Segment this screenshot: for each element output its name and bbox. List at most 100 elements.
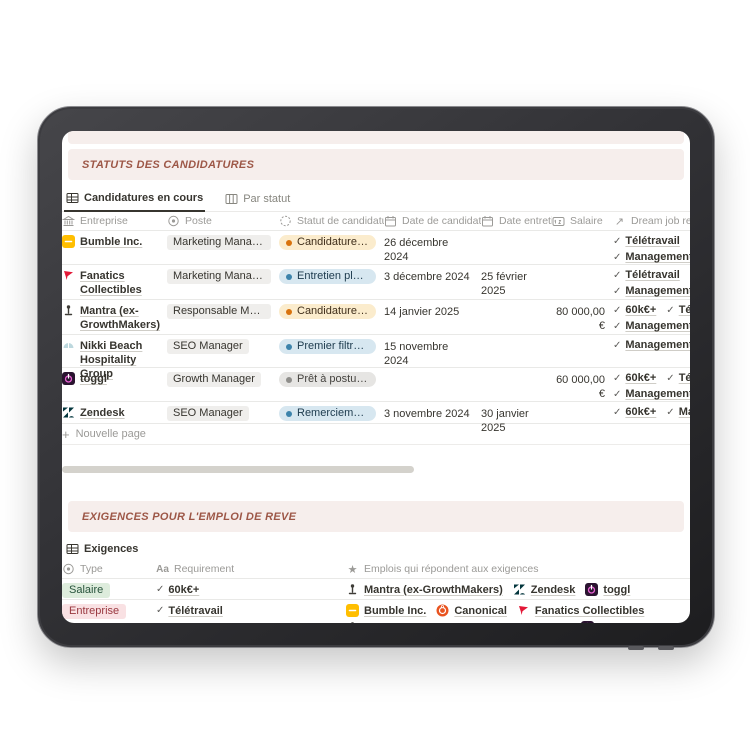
poste-cell[interactable]: Marketing Manager	[167, 269, 279, 287]
company-name[interactable]: Bumble Inc.	[80, 236, 143, 248]
company-name[interactable]: toggl	[80, 373, 107, 385]
date-candidature-cell[interactable]: 3 décembre 2024	[384, 271, 470, 283]
requirement-cell[interactable]: ✓ 60k€+	[156, 583, 200, 596]
tab-label: Par statut	[243, 193, 291, 205]
requirements-cell[interactable]: ✓ Télétravail ✓ Management	[613, 235, 690, 263]
table1-header: Entreprise Poste Statut de candidature D…	[62, 212, 690, 231]
date-entretien-cell[interactable]: 25 février 2025	[481, 271, 527, 297]
tab-label: Candidatures en cours	[84, 192, 204, 204]
notion-page: STATUTS DES CANDIDATURES Candidatures en…	[62, 131, 690, 623]
calendar-icon	[384, 215, 397, 227]
mantra-logo-icon	[346, 583, 359, 596]
column-date-candidature[interactable]: Date de candidature	[384, 215, 481, 227]
statut-cell[interactable]: Candidature envoyée	[279, 235, 384, 250]
company-name[interactable]: Fanatics Collectibles	[80, 270, 142, 296]
check-icon: ✓	[613, 372, 622, 384]
company-name[interactable]: Mantra (ex-GrowthMakers)	[80, 305, 161, 331]
section2-callout: EXIGENCES POUR L'EMPLOI DE REVE	[68, 501, 684, 532]
poste-cell[interactable]: SEO Manager	[167, 339, 279, 357]
company-name[interactable]: Zendesk	[80, 407, 125, 419]
type-tag: Entreprise	[62, 604, 127, 619]
horizontal-scrollbar[interactable]	[62, 466, 690, 473]
select-icon	[62, 563, 75, 575]
date-candidature-cell[interactable]: 26 décembre 2024	[384, 237, 449, 263]
column-type[interactable]: Type	[62, 563, 156, 575]
date-entretien-cell[interactable]	[481, 235, 552, 236]
poste-cell[interactable]: Responsable Marketing	[167, 304, 279, 322]
salaire-cell[interactable]: 80 000,00 €	[556, 306, 605, 332]
star-icon: ★	[347, 563, 358, 576]
requirements-cell[interactable]: ✓ Management	[613, 339, 690, 351]
salaire-cell[interactable]	[552, 235, 613, 236]
type-cell[interactable]: Entreprise	[62, 604, 156, 619]
company-name[interactable]: Nikki Beach Hospitality Group	[80, 340, 143, 380]
status-pill: Candidature envoyée	[279, 304, 376, 319]
tab-candidatures-en-cours[interactable]: Candidatures en cours	[64, 192, 206, 212]
check-icon: ✓	[613, 388, 622, 400]
statut-cell[interactable]: Remerciements envo...	[279, 406, 384, 421]
poste-cell[interactable]: SEO Manager	[167, 406, 279, 424]
statut-cell[interactable]: Candidature envoyée	[279, 304, 384, 319]
column-date-entretien[interactable]: Date entretien	[481, 215, 552, 227]
column-entreprise[interactable]: Entreprise	[62, 215, 167, 227]
check-icon: ✓	[666, 372, 675, 384]
column-salaire[interactable]: Salaire	[552, 215, 613, 227]
salaire-cell[interactable]	[552, 269, 613, 270]
check-icon: ✓	[613, 320, 622, 332]
mantra-logo-icon	[62, 304, 75, 317]
date-entretien-cell[interactable]	[481, 304, 552, 305]
statut-cell[interactable]: Entretien planifié	[279, 269, 384, 284]
table-row[interactable]: Fanatics Collectibles Marketing Manager …	[62, 265, 690, 300]
type-cell[interactable]: Salaire	[62, 583, 156, 598]
status-icon	[279, 215, 292, 227]
emplois-cell[interactable]: Mantra (ex-GrowthMakers) Zendesk toggl	[346, 583, 690, 596]
tablet-button	[628, 646, 644, 650]
table-row[interactable]: Salaire ✓ 60k€+ Mantra (ex-GrowthMakers) …	[62, 579, 690, 600]
poste-cell[interactable]: Growth Manager	[167, 372, 279, 390]
scrollbar-thumb[interactable]	[62, 466, 414, 473]
column-poste[interactable]: Poste	[167, 215, 279, 227]
date-candidature-cell[interactable]: 15 novembre 2024	[384, 341, 449, 367]
table-row[interactable]: toggl Growth Manager Prêt à postuler 60 …	[62, 368, 690, 402]
table-row[interactable]: Entreprise ✓ Télétravail Bumble Inc. Cano…	[62, 600, 690, 623]
requirements-cell[interactable]: ✓ Télétravail ✓ Management	[613, 269, 690, 297]
table-row[interactable]: Nikki Beach Hospitality Group SEO Manage…	[62, 335, 690, 380]
toggl-logo-icon	[62, 372, 75, 385]
requirements-cell[interactable]: ✓60k€+ ✓Management	[613, 406, 690, 418]
column-statut[interactable]: Statut de candidature	[279, 215, 384, 227]
fanatics-logo-icon	[517, 604, 530, 617]
table-row[interactable]: Mantra (ex-GrowthMakers) Responsable Mar…	[62, 300, 690, 335]
nikki-beach-logo-icon	[62, 339, 75, 352]
new-page-button[interactable]: + Nouvelle page	[62, 424, 690, 445]
plus-icon: +	[62, 426, 70, 442]
tablet-button	[658, 646, 674, 650]
requirements-cell[interactable]: ✓60k€+ ✓Télétravail ✓Management	[613, 372, 690, 400]
date-candidature-cell[interactable]	[384, 372, 481, 373]
salaire-cell[interactable]	[552, 339, 613, 340]
date-entretien-cell[interactable]	[481, 372, 552, 373]
tab-exigences[interactable]: Exigences	[64, 543, 140, 561]
column-dream-job-requirements[interactable]: ↗Dream job requirements	[614, 215, 690, 228]
requirement-cell[interactable]: ✓ Télétravail	[156, 604, 223, 617]
date-candidature-cell[interactable]: 3 novembre 2024	[384, 408, 470, 420]
status-pill: Remerciements envo...	[279, 406, 376, 421]
poste-cell[interactable]: Marketing Manager	[167, 235, 279, 253]
table-row[interactable]: Bumble Inc. Marketing Manager Candidatur…	[62, 231, 690, 265]
salaire-cell[interactable]: 60 000,00 €	[556, 374, 605, 400]
tab-par-statut[interactable]: Par statut	[223, 193, 292, 211]
requirements-cell[interactable]: ✓60k€+ ✓Télétravail ✓Management	[613, 304, 690, 332]
emplois-cell[interactable]: Bumble Inc. Canonical Fanatics Collectib…	[346, 604, 690, 623]
date-entretien-cell[interactable]: 30 janvier 2025	[481, 408, 529, 434]
statut-cell[interactable]: Prêt à postuler	[279, 372, 384, 387]
salaire-cell[interactable]	[552, 406, 613, 407]
column-requirement[interactable]: Aa Requirement	[156, 563, 235, 575]
table-row[interactable]: Zendesk SEO Manager Remerciements envo..…	[62, 402, 690, 434]
statut-cell[interactable]: Premier filtre passé	[279, 339, 384, 354]
date-candidature-cell[interactable]: 14 janvier 2025	[384, 306, 460, 318]
column-emplois[interactable]: ★ Emplois qui répondent aux exigences	[347, 563, 539, 576]
section2-title: EXIGENCES POUR L'EMPLOI DE REVE	[82, 510, 297, 523]
zendesk-logo-icon	[513, 583, 526, 596]
check-icon: ✓	[613, 251, 622, 263]
date-entretien-cell[interactable]	[481, 339, 552, 340]
canonical-logo-icon	[436, 604, 449, 617]
